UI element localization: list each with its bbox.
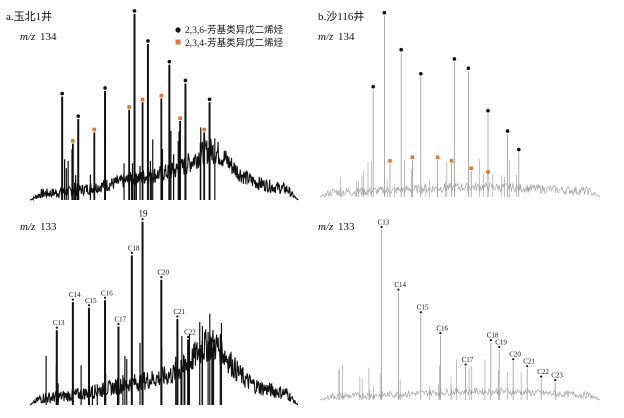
marker-orange-0-0 <box>71 139 75 143</box>
marker-labeled-2-1 <box>71 298 74 301</box>
marker-orange-0-5 <box>178 116 182 121</box>
peak-label-3-8: C21 <box>523 358 535 366</box>
peak-label-2-7: C20 <box>157 269 169 277</box>
peak-label-2-5: C18 <box>128 244 140 252</box>
peak-label-3-5: C18 <box>487 332 499 340</box>
marker-black-0-3 <box>132 9 137 13</box>
marker-labeled-3-9 <box>540 375 543 378</box>
marker-labeled-2-2 <box>87 304 91 307</box>
baseline-trace-2 <box>29 329 299 406</box>
baseline-trace-3 <box>319 386 601 401</box>
marker-labeled-2-0 <box>55 326 58 329</box>
marker-orange-0-3 <box>140 97 145 102</box>
panel-c-mz-value: 133 <box>40 221 57 233</box>
marker-orange-0-1 <box>92 127 97 132</box>
marker-labeled-2-9 <box>187 335 190 339</box>
peak-label-3-4: C17 <box>462 356 474 364</box>
marker-orange-1-1 <box>410 155 415 159</box>
peak-label-3-1: C14 <box>394 281 406 289</box>
peak-label-2-6: 19 <box>139 209 149 219</box>
peak-label-2-3: C16 <box>101 289 113 297</box>
panel-d-mz-value: 133 <box>338 221 355 233</box>
peak-label-3-7: C20 <box>509 351 521 359</box>
marker-black-0-1 <box>76 114 81 118</box>
marker-black-1-7 <box>505 129 510 133</box>
baseline-trace-1 <box>319 182 601 198</box>
marker-black-1-6 <box>486 108 490 113</box>
marker-orange-1-2 <box>435 155 440 159</box>
panel-b-mz-label: m/z <box>318 31 334 43</box>
peak-label-2-0: C13 <box>53 319 65 327</box>
marker-labeled-3-0 <box>380 225 383 229</box>
legend-orange-marker <box>175 39 181 45</box>
marker-labeled-2-7 <box>160 276 163 279</box>
marker-labeled-2-5 <box>130 251 133 254</box>
peak-label-3-9: C22 <box>537 368 549 376</box>
peak-label-3-6: C19 <box>495 339 507 347</box>
marker-black-1-0 <box>371 84 376 89</box>
marker-black-1-3 <box>419 71 423 76</box>
marker-labeled-2-8 <box>176 315 179 318</box>
marker-labeled-3-3 <box>439 332 442 335</box>
marker-labeled-3-10 <box>554 379 557 382</box>
marker-labeled-3-8 <box>526 365 529 368</box>
baseline-trace-0 <box>29 138 299 202</box>
marker-labeled-3-1 <box>397 288 400 291</box>
marker-labeled-2-3 <box>103 296 107 299</box>
peak-label-2-2: C15 <box>85 297 97 305</box>
marker-orange-1-0 <box>388 159 392 163</box>
marker-labeled-2-6 <box>141 218 144 221</box>
panel-b-mz-value: 134 <box>338 31 355 43</box>
marker-orange-1-4 <box>469 166 473 171</box>
marker-black-0-6 <box>183 78 188 83</box>
panel-a-mz-label: m/z <box>20 31 36 43</box>
marker-labeled-3-2 <box>419 311 422 314</box>
marker-labeled-2-4 <box>117 322 120 326</box>
peak-label-3-0: C13 <box>378 218 390 226</box>
peak-label-3-10: C23 <box>551 372 563 380</box>
legend-black-label: 2,3,6-芳基类异戊二烯烃 <box>185 24 284 36</box>
marker-orange-0-6 <box>202 127 206 132</box>
panel-a-mz-value: 134 <box>40 31 57 43</box>
marker-black-1-4 <box>452 57 457 61</box>
marker-orange-1-3 <box>449 159 454 163</box>
panel-a-title: a.玉北1井 <box>6 9 52 23</box>
marker-orange-1-5 <box>486 170 490 174</box>
panel-c-mz-label: m/z <box>20 221 36 233</box>
peak-label-3-2: C15 <box>417 304 429 312</box>
panel-d-mz-label: m/z <box>318 221 334 233</box>
peak-label-2-1: C14 <box>69 291 81 299</box>
peak-label-2-4: C17 <box>114 315 126 323</box>
legend-orange-label: 2,3,4-芳基类异戊二烯烃 <box>185 37 284 49</box>
marker-orange-0-2 <box>127 105 131 109</box>
peak-label-3-3: C16 <box>436 325 448 333</box>
panel-b-title: b.沙116井 <box>318 9 364 23</box>
marker-black-1-5 <box>466 66 471 70</box>
marker-labeled-3-7 <box>512 358 515 361</box>
marker-black-0-4 <box>146 39 150 43</box>
marker-labeled-3-4 <box>464 363 467 366</box>
marker-labeled-3-5 <box>489 338 492 342</box>
chromatogram-plots: C13C14C15C16C17C1819C20C21C22C13C14C15C1… <box>29 9 601 406</box>
peak-label-2-8: C21 <box>173 308 185 316</box>
marker-black-0-5 <box>167 59 172 64</box>
marker-orange-0-4 <box>159 93 164 98</box>
marker-black-0-2 <box>103 86 107 90</box>
peak-label-2-9: C22 <box>184 329 196 337</box>
marker-black-0-7 <box>207 97 212 102</box>
marker-black-1-1 <box>382 10 387 15</box>
legend-black-marker <box>175 27 181 33</box>
marker-labeled-3-6 <box>498 345 501 349</box>
marker-black-0-0 <box>60 91 64 96</box>
marker-black-1-2 <box>399 47 404 52</box>
marker-black-1-8 <box>517 147 521 152</box>
